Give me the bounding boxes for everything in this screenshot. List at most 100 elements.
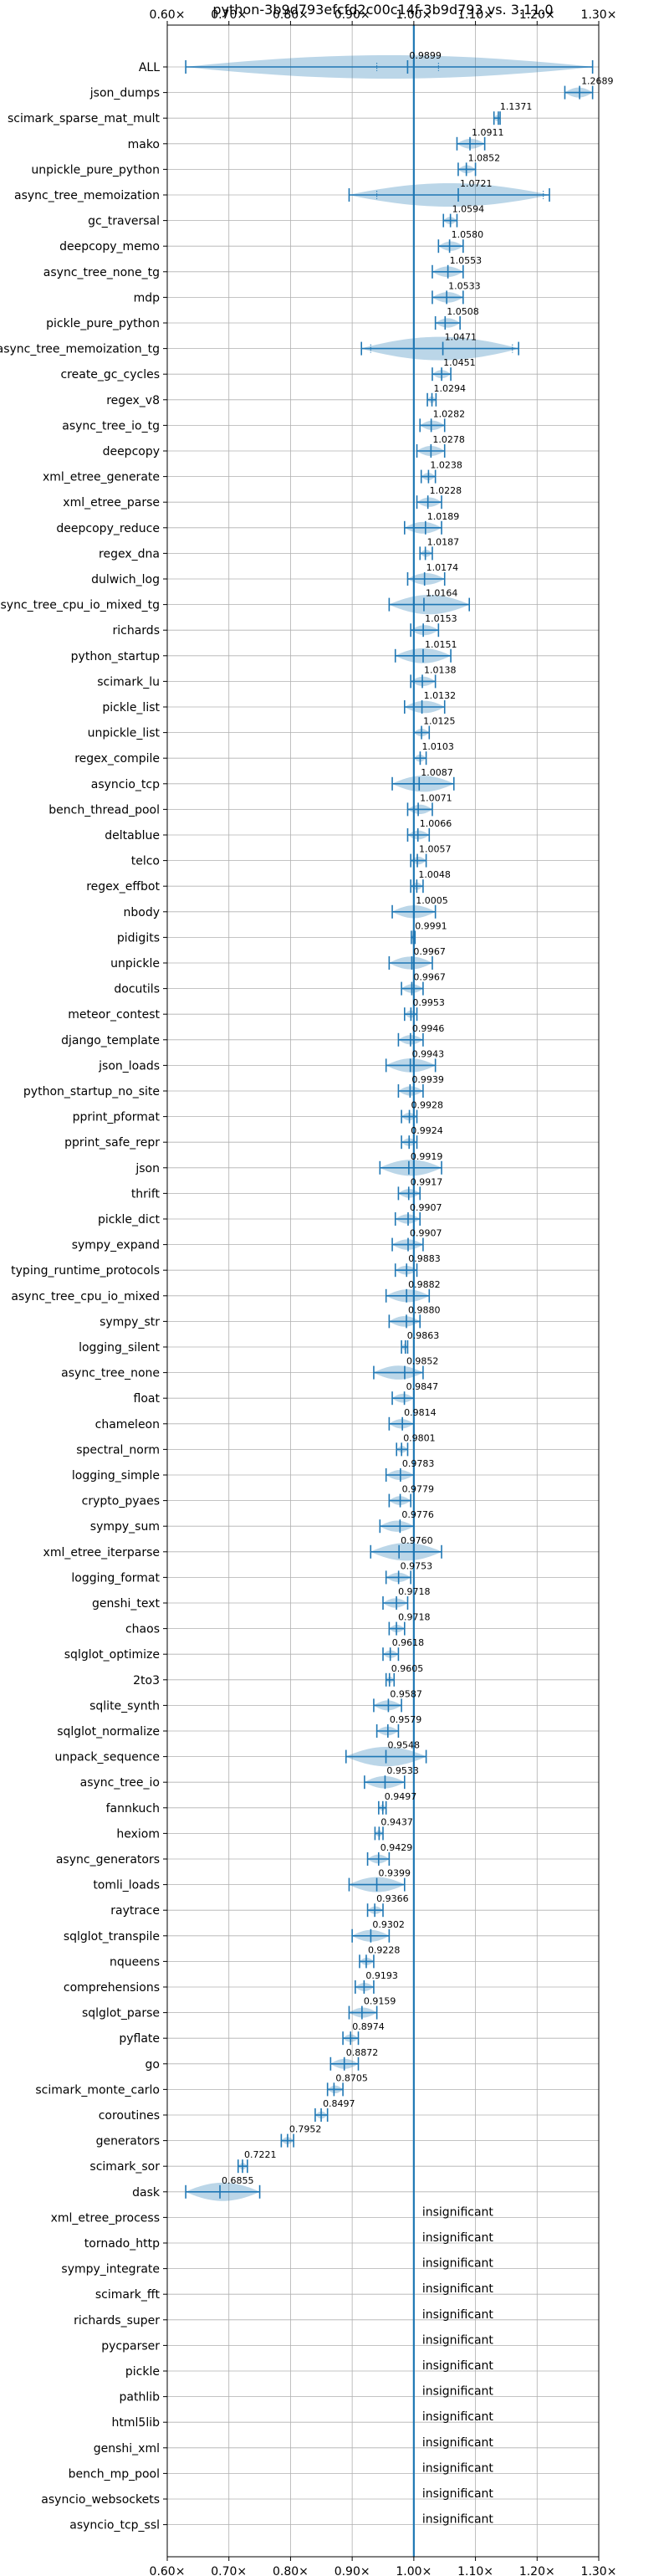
benchmark-label: json	[135, 1162, 160, 1175]
benchmark-label: bench_thread_pool	[49, 803, 160, 817]
benchmark-violin: 0.9943	[385, 1048, 444, 1073]
median-value-label: 0.9228	[368, 1944, 401, 1955]
benchmark-violin: 1.0125	[413, 716, 456, 740]
benchmark-violin: 1.0066	[406, 818, 452, 842]
benchmark-label: dulwich_log	[91, 573, 160, 586]
benchmark-violin: 1.0278	[416, 434, 465, 458]
benchmark-label: mdp	[134, 291, 161, 305]
benchmark-violin: 0.9863	[401, 1330, 439, 1354]
median-value-label: 1.0294	[434, 383, 467, 394]
benchmark-violin: 0.9814	[388, 1407, 437, 1431]
benchmark-label: telco	[131, 855, 160, 868]
insignificant-label: insignificant	[422, 2436, 494, 2450]
benchmark-label: json_loads	[98, 1059, 160, 1073]
benchmark-violin: 0.7952	[280, 2124, 321, 2148]
benchmark-violin: 1.0594	[442, 204, 484, 228]
benchmark-violin: 0.8974	[342, 2021, 385, 2046]
benchmark-label: async_tree_memoization	[14, 189, 160, 202]
benchmark-label: regex_effbot	[86, 880, 160, 894]
benchmark-violin: 0.9605	[385, 1663, 423, 1687]
benchmark-violin: 1.2689	[564, 76, 614, 100]
benchmark-label: logging_silent	[79, 1341, 160, 1355]
benchmark-violin: 0.9302	[351, 1919, 405, 1943]
x-tick-label-bottom: 0.60×	[150, 2565, 186, 2576]
benchmark-violin: 0.9967	[388, 946, 446, 970]
benchmark-violin: 1.0471	[360, 332, 519, 361]
benchmark-label: sqlglot_normalize	[57, 1725, 160, 1739]
median-value-label: 0.9880	[408, 1304, 441, 1315]
median-value-label: 0.9943	[412, 1048, 444, 1059]
benchmark-label: ALL	[139, 61, 160, 74]
median-value-label: 0.9899	[409, 50, 442, 61]
x-tick-label-top: 0.90×	[334, 8, 370, 22]
benchmark-label: dask	[132, 2186, 161, 2200]
benchmark-violin: 1.0164	[388, 588, 471, 615]
benchmark-violin: 0.9779	[388, 1484, 434, 1508]
benchmark-violin: 0.9718	[388, 1612, 431, 1636]
chart-title: python-3b9d793efcfd2c00c14f-3b9d793 vs. …	[212, 2, 553, 18]
benchmark-violin: 1.0005	[391, 895, 448, 919]
benchmark-label: async_tree_none	[61, 1367, 160, 1380]
benchmark-violin: 0.9928	[401, 1100, 443, 1124]
benchmark-label: scimark_sor	[89, 2160, 160, 2174]
benchmark-violin: 0.9953	[403, 997, 445, 1022]
benchmark-label: regex_dna	[99, 547, 160, 561]
median-value-label: 1.0282	[433, 408, 466, 419]
median-value-label: 0.9814	[404, 1407, 436, 1418]
benchmark-violin: 0.7221	[237, 2149, 277, 2174]
benchmark-violin: 0.9880	[388, 1304, 441, 1329]
benchmark-label: crypto_pyaes	[82, 1495, 160, 1508]
benchmark-label: xml_etree_parse	[63, 496, 160, 510]
median-value-label: 0.9907	[410, 1228, 442, 1239]
median-value-label: 1.0057	[419, 844, 451, 855]
median-value-label: 1.0132	[424, 690, 456, 701]
benchmark-violin: 1.0174	[406, 562, 458, 586]
benchmark-violin: 1.0282	[419, 408, 466, 433]
median-value-label: 1.0005	[416, 895, 448, 906]
benchmark-label: unpack_sequence	[55, 1751, 160, 1764]
benchmark-violin: 1.0580	[437, 229, 483, 254]
median-value-label: 0.9533	[386, 1765, 419, 1776]
insignificant-label: insignificant	[422, 2231, 494, 2245]
benchmark-violin: 0.9899	[185, 50, 594, 79]
benchmark-label: pickle_dict	[98, 1213, 161, 1227]
median-value-label: 0.9882	[408, 1279, 440, 1290]
insignificant-label: insignificant	[422, 2257, 494, 2271]
benchmark-label: logging_format	[71, 1571, 160, 1585]
benchmark-violin: 0.9497	[378, 1791, 416, 1815]
median-value-label: 0.9718	[398, 1612, 431, 1623]
median-value-label: 0.7221	[244, 2149, 277, 2160]
median-value-label: 1.0151	[425, 639, 457, 650]
x-tick-label-top: 1.30×	[581, 8, 617, 22]
benchmark-violin: 0.9946	[397, 1023, 444, 1047]
benchmark-violin: 0.9429	[366, 1842, 412, 1866]
x-tick-label-top: 0.60×	[150, 8, 186, 22]
benchmark-label: mako	[128, 138, 160, 151]
benchmark-label: xml_etree_iterparse	[43, 1546, 160, 1559]
median-value-label: 0.8872	[346, 2047, 379, 2058]
median-value-label: 0.9991	[415, 920, 447, 931]
x-tick-label-top: 0.80×	[273, 8, 309, 22]
benchmark-label: pycparser	[101, 2339, 160, 2353]
benchmark-label: deepcopy_memo	[59, 240, 160, 254]
median-value-label: 1.1371	[500, 101, 533, 112]
benchmark-label: create_gc_cycles	[60, 368, 160, 382]
benchmark-label: sympy_sum	[90, 1520, 160, 1534]
benchmark-label: asyncio_tcp_ssl	[69, 2519, 160, 2532]
x-tick-label-bottom: 1.30×	[581, 2565, 617, 2576]
benchmark-label: pprint_pformat	[73, 1111, 161, 1124]
benchmark-label: fannkuch	[106, 1802, 160, 1815]
benchmark-violin: 0.9366	[366, 1893, 409, 1918]
median-value-label: 0.9548	[388, 1740, 421, 1751]
benchmark-label: chameleon	[95, 1418, 160, 1431]
benchmark-label: deepcopy	[103, 445, 160, 458]
median-value-label: 1.0238	[430, 460, 462, 471]
median-value-label: 1.0066	[420, 818, 452, 829]
benchmark-label: async_tree_none_tg	[43, 266, 160, 279]
benchmark-label: sqlite_synth	[89, 1699, 160, 1713]
benchmark-labels: ALL json_dumps scimark_sparse_mat_multmako…	[0, 61, 161, 2532]
insignificant-label: insignificant	[422, 2487, 494, 2501]
benchmark-label: python_startup	[71, 650, 160, 663]
median-value-label: 0.9863	[407, 1330, 440, 1341]
benchmark-violin: 0.8497	[314, 2098, 355, 2122]
